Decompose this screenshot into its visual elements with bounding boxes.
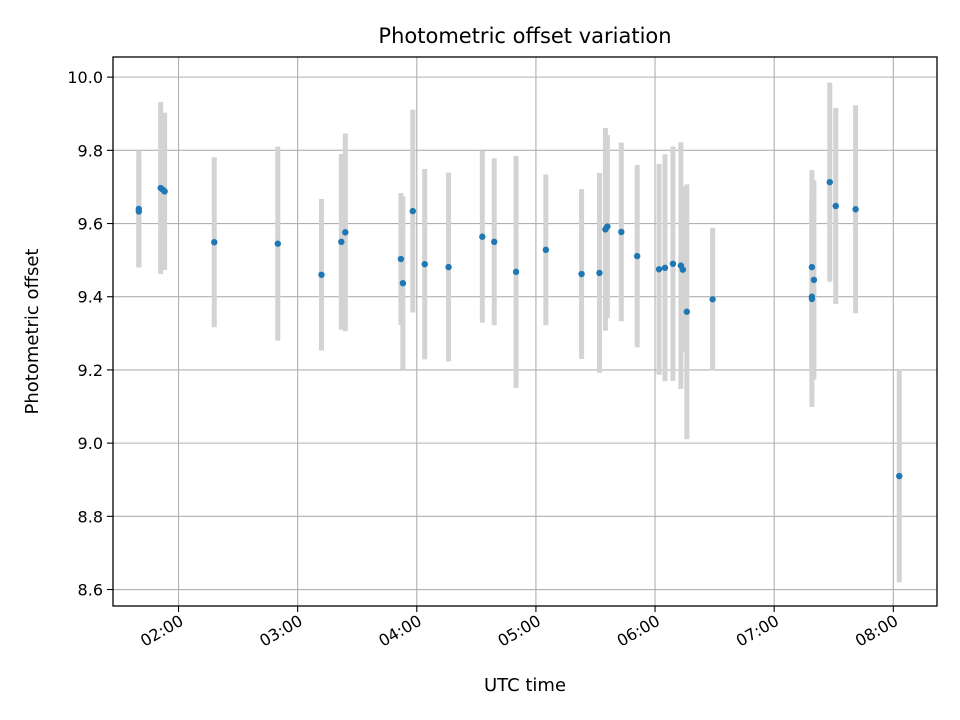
error-bars (136, 82, 902, 583)
y-tick-label: 9.4 (78, 288, 103, 307)
data-point (852, 206, 859, 213)
x-tick-label: 05:00 (494, 611, 543, 651)
data-point (318, 271, 325, 278)
y-axis-title: Photometric offset (22, 249, 43, 415)
data-point (679, 266, 687, 273)
data-point (274, 240, 281, 247)
y-tick-label: 8.6 (78, 581, 103, 600)
y-tick-label: 9.6 (78, 215, 103, 234)
data-points (135, 178, 903, 480)
data-point (135, 205, 143, 213)
data-point (709, 296, 716, 303)
x-tick-label: 04:00 (375, 611, 424, 651)
data-point (808, 293, 816, 300)
data-point (578, 270, 585, 278)
data-point (409, 207, 417, 215)
data-point (342, 229, 349, 236)
grid-lines (113, 57, 937, 606)
data-point (826, 178, 833, 186)
y-axis: 8.6 8.8 9.0 9.2 9.4 9.6 9.8 10.0 (67, 68, 113, 600)
data-point (479, 233, 486, 240)
data-point (669, 260, 677, 267)
data-point (512, 268, 520, 276)
data-point (604, 223, 611, 230)
data-point (421, 260, 428, 268)
y-tick-label: 9.2 (78, 361, 103, 380)
data-point (491, 238, 498, 246)
x-axis-title: UTC time (484, 675, 566, 696)
data-point (399, 279, 407, 287)
data-point (896, 472, 903, 480)
x-tick-label: 06:00 (614, 611, 663, 651)
x-tick-label: 02:00 (137, 611, 186, 651)
y-tick-label: 8.8 (78, 507, 103, 526)
y-tick-label: 9.0 (78, 434, 103, 453)
data-point (633, 252, 641, 260)
x-tick-label: 07:00 (733, 611, 782, 651)
data-point (596, 269, 603, 277)
plot-frame (112, 56, 938, 607)
data-point (832, 202, 839, 210)
chart-title: Photometric offset variation (378, 24, 671, 48)
data-point (338, 238, 345, 246)
y-tick-label: 9.8 (78, 141, 103, 160)
data-point (661, 264, 669, 272)
data-point (808, 263, 816, 271)
data-point (810, 276, 818, 284)
data-point (655, 266, 663, 273)
data-point (397, 255, 405, 263)
x-tick-label: 08:00 (852, 611, 901, 651)
x-axis: 02:00 03:00 04:00 05:00 06:00 07:00 08:00 (137, 606, 901, 651)
x-tick-label: 03:00 (256, 611, 305, 651)
data-point (618, 228, 625, 236)
data-point (445, 263, 452, 271)
y-tick-label: 10.0 (67, 68, 103, 87)
data-point (683, 308, 691, 315)
data-point (211, 238, 218, 246)
data-point (542, 246, 550, 254)
data-point (161, 188, 168, 195)
